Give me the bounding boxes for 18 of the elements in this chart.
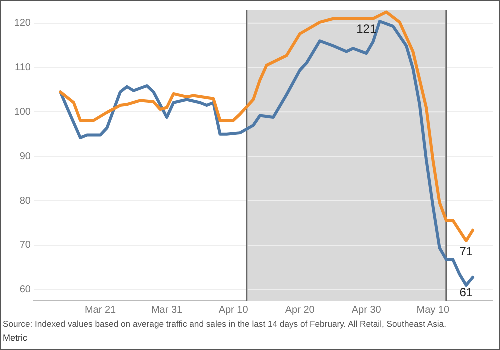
x-tick-label: Apr 30: [352, 304, 382, 316]
y-tick-label: 120: [14, 18, 32, 30]
data-label: 121: [356, 22, 377, 36]
y-tick-label: 90: [20, 151, 32, 162]
x-tick-label: Apr 10: [218, 304, 249, 316]
data-label: 71: [460, 244, 474, 258]
y-tick-label: 110: [15, 62, 32, 74]
data-label: 61: [460, 285, 474, 300]
y-tick-label: 70: [20, 240, 32, 252]
x-tick-label: Mar 31: [151, 304, 184, 316]
x-tick-label: Apr 20: [285, 304, 316, 316]
legend-title: Metric: [3, 333, 28, 343]
y-tick-label: 80: [20, 196, 32, 207]
y-tick-label: 100: [14, 106, 32, 118]
x-tick-label: Mar 21: [84, 304, 117, 316]
y-tick-label: 60: [20, 284, 32, 296]
source-note: Source: Indexed values based on average traffic and sales in the last 14 days of February. All Retail, Southeast Asia.: [3, 319, 448, 329]
x-tick-label: May 10: [416, 304, 450, 316]
